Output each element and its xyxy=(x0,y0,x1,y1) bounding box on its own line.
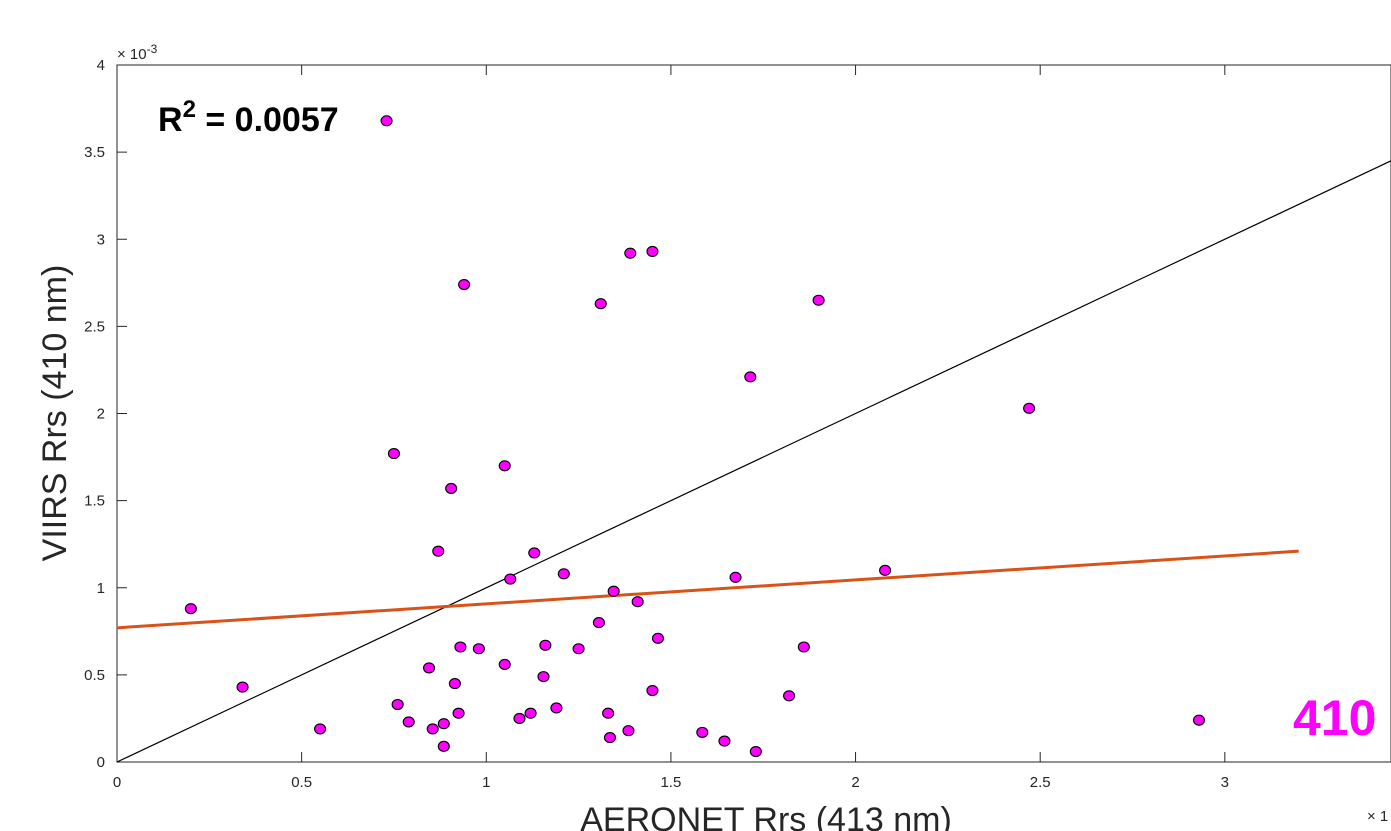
data-point xyxy=(380,115,393,127)
data-point xyxy=(448,678,461,690)
data-point xyxy=(631,596,644,608)
data-point xyxy=(513,712,526,724)
data-point xyxy=(387,448,401,460)
data-point xyxy=(602,707,615,719)
x-multiplier: × 1 xyxy=(1367,808,1388,825)
data-point xyxy=(528,547,541,559)
data-point xyxy=(812,294,825,306)
data-point xyxy=(452,707,465,719)
regression-fit-line xyxy=(116,549,1299,630)
x-tick-label: 3 xyxy=(1221,774,1229,791)
data-point xyxy=(607,585,620,597)
data-point xyxy=(718,735,731,747)
data-point xyxy=(422,662,436,674)
data-point xyxy=(1023,402,1036,414)
data-point xyxy=(729,571,742,583)
r-squared-annotation: R2 = 0.0057 xyxy=(158,96,339,139)
x-tick-label: 1.5 xyxy=(660,774,681,791)
y-tick-label: 0.5 xyxy=(84,667,105,684)
data-point xyxy=(624,247,637,259)
data-point xyxy=(445,482,458,494)
data-point xyxy=(1192,714,1206,726)
data-point xyxy=(783,690,796,702)
data-point xyxy=(797,641,810,653)
x-tick-label: 0 xyxy=(113,774,121,791)
y-tick-label: 3 xyxy=(97,231,105,248)
data-point xyxy=(402,716,415,728)
data-point xyxy=(592,617,605,629)
y-tick-label: 1.5 xyxy=(84,493,105,510)
data-point xyxy=(454,641,467,653)
data-point xyxy=(236,681,249,693)
x-tick-label: 2 xyxy=(851,774,859,791)
data-point xyxy=(594,298,607,310)
data-point xyxy=(391,698,404,711)
data-point xyxy=(651,632,665,644)
y-tick-label: 0 xyxy=(97,754,105,771)
x-tick-label: 2.5 xyxy=(1030,774,1051,791)
data-point xyxy=(504,573,517,585)
data-point xyxy=(537,671,550,683)
data-point xyxy=(498,658,511,670)
data-point xyxy=(539,639,552,651)
y-multiplier: × 10-3 xyxy=(117,42,158,63)
data-point xyxy=(879,564,892,576)
data-point xyxy=(498,460,511,472)
y-tick-label: 2.5 xyxy=(84,318,105,335)
y-tick-label: 3.5 xyxy=(84,144,105,161)
data-point xyxy=(426,723,439,735)
data-point xyxy=(314,723,327,735)
one-to-one-line xyxy=(116,160,1391,763)
data-point xyxy=(432,545,445,557)
y-tick-label: 4 xyxy=(97,57,105,74)
y-axis-title: VIIRS Rrs (410 nm) xyxy=(36,265,74,562)
data-point xyxy=(437,740,450,752)
band-label: 410 xyxy=(1293,690,1376,746)
data-point xyxy=(572,643,585,655)
data-point xyxy=(458,279,471,291)
data-point xyxy=(622,725,635,737)
y-tick-label: 1 xyxy=(97,580,105,597)
data-point xyxy=(472,643,485,655)
data-point xyxy=(646,685,659,697)
data-point xyxy=(696,726,709,738)
y-tick-label: 2 xyxy=(97,406,105,423)
data-point xyxy=(749,745,762,758)
data-point xyxy=(744,371,757,383)
data-point xyxy=(603,732,617,744)
data-point xyxy=(550,702,563,714)
x-tick-label: 0.5 xyxy=(291,774,312,791)
x-axis-title: AERONET Rrs (413 nm) xyxy=(580,801,952,831)
data-point xyxy=(184,603,197,615)
data-point xyxy=(524,707,537,719)
data-point xyxy=(437,718,450,730)
data-point xyxy=(557,568,570,580)
x-tick-label: 1 xyxy=(482,774,490,791)
data-point xyxy=(646,245,659,257)
